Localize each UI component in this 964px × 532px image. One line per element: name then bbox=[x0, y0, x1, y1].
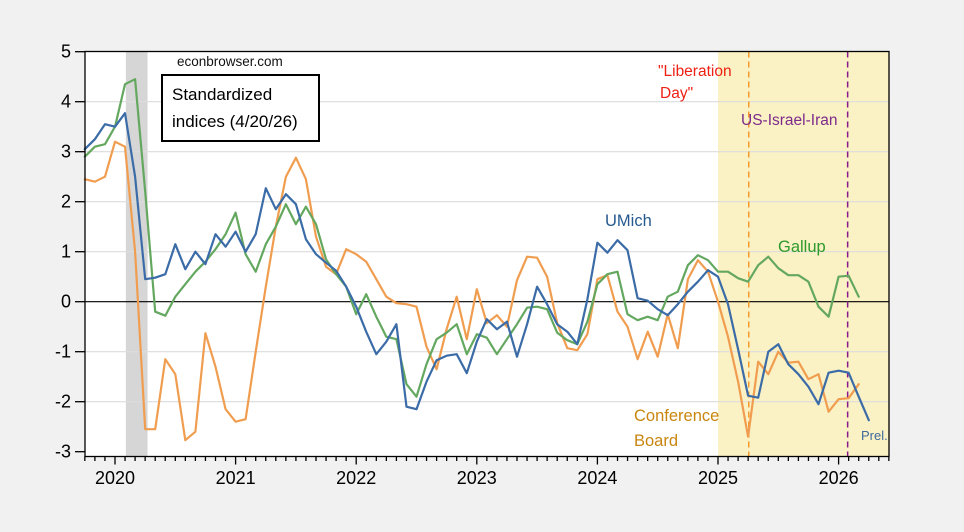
y-tick-label: 4 bbox=[61, 92, 71, 112]
liberation-day-label-line2: Day" bbox=[660, 85, 693, 102]
x-tick-label: 2022 bbox=[336, 468, 376, 488]
y-tick-label: -1 bbox=[55, 342, 71, 362]
note-box-line2: indices (4/20/26) bbox=[172, 112, 298, 131]
conference-board-label-line2: Board bbox=[634, 432, 678, 450]
y-tick-label: 2 bbox=[61, 192, 71, 212]
y-tick-label: 1 bbox=[61, 242, 71, 262]
us-israel-iran-label: US-Israel-Iran bbox=[741, 112, 837, 129]
x-tick-label: 2026 bbox=[819, 468, 859, 488]
axis-ticks-layer bbox=[75, 51, 890, 465]
note-box bbox=[161, 74, 320, 142]
liberation-day-label-line1: "Liberation bbox=[658, 63, 732, 80]
conference-board-line bbox=[83, 140, 860, 442]
y-tick-label: 5 bbox=[61, 42, 71, 62]
data-series-layer bbox=[83, 78, 870, 442]
conference-board-label-line1: Conference bbox=[634, 407, 719, 425]
event-lines-layer bbox=[748, 51, 849, 457]
preliminary-data-label: Prel. bbox=[861, 428, 888, 443]
umich-line bbox=[83, 112, 870, 422]
x-tick-label: 2024 bbox=[577, 468, 617, 488]
watermark-econbrowser: econbrowser.com bbox=[177, 54, 283, 69]
umich-series-label: UMich bbox=[605, 212, 652, 230]
x-tick-label: 2020 bbox=[95, 468, 135, 488]
y-tick-label: -3 bbox=[55, 442, 71, 462]
x-tick-label: 2021 bbox=[216, 468, 256, 488]
y-tick-label: 3 bbox=[61, 142, 71, 162]
gallup-series-label: Gallup bbox=[778, 238, 826, 256]
note-box-line1: Standardized bbox=[172, 85, 272, 104]
gallup-line bbox=[83, 78, 860, 398]
axis-tick-labels-layer: 5 4 3 2 1 0 -1 -2 -3 2020 2021 2022 2023 2024 2025 2026 bbox=[55, 42, 859, 488]
y-tick-label: 0 bbox=[61, 292, 71, 312]
x-tick-label: 2023 bbox=[457, 468, 497, 488]
y-tick-label: -2 bbox=[55, 392, 71, 412]
x-tick-label: 2025 bbox=[698, 468, 738, 488]
gridlines-layer bbox=[85, 101, 889, 403]
